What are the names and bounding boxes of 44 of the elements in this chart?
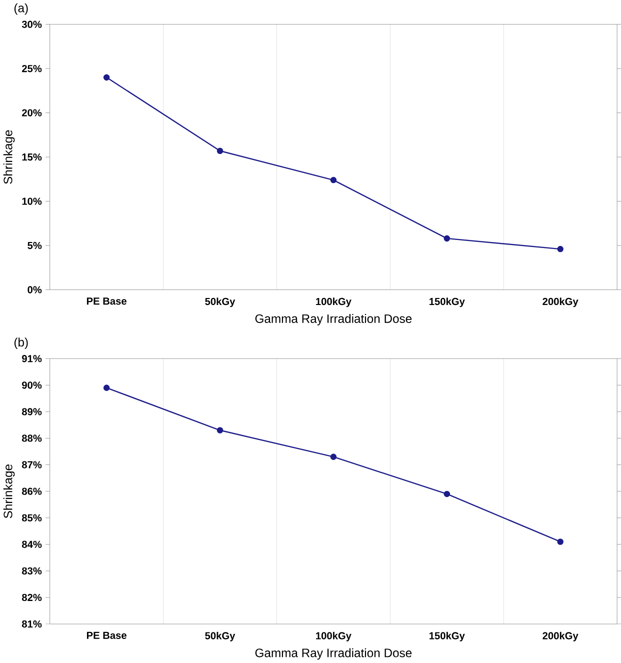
y-tick-label: 91% [22,355,42,362]
y-tick-label: 20% [22,109,42,116]
y-tick-label: 0% [27,286,42,294]
point [103,384,110,391]
x-tick-label: PE Base [86,632,126,639]
point [444,235,450,242]
x-tick-label: 100kGy [316,298,352,308]
y-tick-label: 5% [27,242,42,250]
x-tick-label: 100kGy [316,632,352,642]
x-tick-label: PE Base [86,298,126,305]
x-tick-label: 200kGy [542,632,578,642]
y-tick-label: 85% [22,514,42,522]
x-tick-label: 150kGy [429,632,465,642]
y-tick-label: 15% [22,153,42,161]
y-axis-title: Shrinkage [3,464,14,518]
y-tick-label: 82% [22,594,42,602]
x-tick-label: 50kGy [204,298,235,308]
y-tick-label: 10% [22,198,42,205]
y-tick-label: 88% [22,434,42,442]
y-tick-label: 84% [22,540,42,548]
y-tick-label: 89% [22,408,42,416]
y-tick-label: 87% [22,461,42,468]
x-axis-title: Gamma Ray Irradiation Dose [255,314,412,326]
y-tick-label: 83% [22,567,42,575]
y-tick-label: 81% [22,620,42,628]
y-tick-label: 30% [22,20,42,28]
point [330,176,336,184]
point [556,246,564,252]
x-tick-label: 50kGy [204,632,235,642]
y-tick-label: 90% [22,382,42,389]
point [216,148,223,154]
y-tick-label: 86% [22,488,42,495]
chart-title: (a) [14,3,28,15]
y-axis-title: Shrinkage [3,130,14,184]
x-axis-title: Gamma Ray Irradiation Dose [255,648,412,660]
point [330,454,336,460]
point [444,490,450,498]
chart-title: (b) [14,338,28,349]
x-tick-label: 200kGy [542,298,578,308]
y-tick-label: 25% [22,65,42,72]
point [216,427,223,434]
point [103,74,110,81]
point [556,538,564,545]
x-tick-label: 150kGy [429,298,465,308]
